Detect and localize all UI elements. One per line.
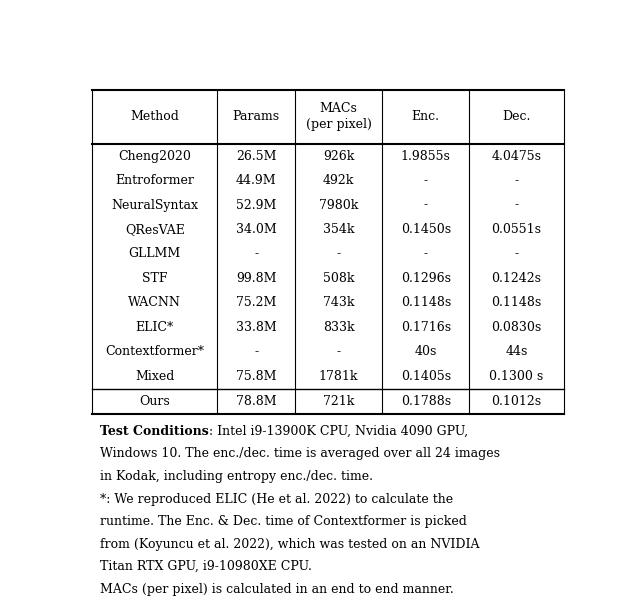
Text: 833k: 833k: [323, 321, 355, 334]
Text: -: -: [424, 247, 428, 260]
Text: 0.1242s: 0.1242s: [492, 272, 541, 285]
Text: Titan RTX GPU, i9-10980XE CPU.: Titan RTX GPU, i9-10980XE CPU.: [100, 560, 312, 573]
Text: 0.1148s: 0.1148s: [492, 296, 541, 309]
Text: 26.5M: 26.5M: [236, 150, 276, 163]
Text: Contextformer*: Contextformer*: [106, 345, 204, 358]
Text: in Kodak, including entropy enc./dec. time.: in Kodak, including entropy enc./dec. ti…: [100, 470, 373, 483]
Text: Ours: Ours: [140, 395, 170, 408]
Text: 354k: 354k: [323, 223, 355, 236]
Text: 0.1012s: 0.1012s: [492, 395, 541, 408]
Text: 0.1148s: 0.1148s: [401, 296, 451, 309]
Text: Windows 10. The enc./dec. time is averaged over all 24 images: Windows 10. The enc./dec. time is averag…: [100, 447, 500, 460]
Text: ELIC*: ELIC*: [136, 321, 174, 334]
Text: GLLMM: GLLMM: [129, 247, 181, 260]
Text: -: -: [424, 174, 428, 187]
Text: -: -: [254, 345, 258, 358]
Text: -: -: [424, 199, 428, 211]
Text: Method: Method: [131, 111, 179, 123]
Text: 0.1788s: 0.1788s: [401, 395, 451, 408]
Text: runtime. The Enc. & Dec. time of Contextformer is picked: runtime. The Enc. & Dec. time of Context…: [100, 515, 467, 528]
Text: 0.1405s: 0.1405s: [401, 370, 451, 383]
Text: Entroformer: Entroformer: [115, 174, 195, 187]
Text: NeuralSyntax: NeuralSyntax: [111, 199, 198, 211]
Text: 52.9M: 52.9M: [236, 199, 276, 211]
Text: Enc.: Enc.: [412, 111, 440, 123]
Text: Test Conditions: Test Conditions: [100, 425, 209, 437]
Text: 4.0475s: 4.0475s: [492, 150, 541, 163]
Text: QResVAE: QResVAE: [125, 223, 185, 236]
Text: 75.2M: 75.2M: [236, 296, 276, 309]
Text: MACs
(per pixel): MACs (per pixel): [306, 102, 372, 131]
Text: 44s: 44s: [506, 345, 527, 358]
Text: 743k: 743k: [323, 296, 355, 309]
Text: -: -: [515, 174, 518, 187]
Text: 78.8M: 78.8M: [236, 395, 276, 408]
Text: 0.1450s: 0.1450s: [401, 223, 451, 236]
Text: Mixed: Mixed: [135, 370, 175, 383]
Text: 34.0M: 34.0M: [236, 223, 276, 236]
Text: 508k: 508k: [323, 272, 355, 285]
Text: -: -: [337, 247, 340, 260]
Text: Cheng2020: Cheng2020: [118, 150, 191, 163]
Text: 0.1296s: 0.1296s: [401, 272, 451, 285]
Text: 0.1300 s: 0.1300 s: [490, 370, 543, 383]
Text: 99.8M: 99.8M: [236, 272, 276, 285]
Text: 492k: 492k: [323, 174, 355, 187]
Text: Dec.: Dec.: [502, 111, 531, 123]
Text: -: -: [515, 247, 518, 260]
Text: from (Koyuncu et al. 2022), which was tested on an NVIDIA: from (Koyuncu et al. 2022), which was te…: [100, 538, 479, 551]
Text: 0.1716s: 0.1716s: [401, 321, 451, 334]
Text: 1781k: 1781k: [319, 370, 358, 383]
Text: 926k: 926k: [323, 150, 355, 163]
Text: -: -: [254, 247, 258, 260]
Text: 0.0551s: 0.0551s: [492, 223, 541, 236]
Text: 40s: 40s: [415, 345, 437, 358]
Text: 0.0830s: 0.0830s: [492, 321, 541, 334]
Text: -: -: [337, 345, 340, 358]
Text: 7980k: 7980k: [319, 199, 358, 211]
Text: 75.8M: 75.8M: [236, 370, 276, 383]
Text: WACNN: WACNN: [129, 296, 181, 309]
Text: *: We reproduced ELIC (He et al. 2022) to calculate the: *: We reproduced ELIC (He et al. 2022) t…: [100, 492, 453, 505]
Text: MACs (per pixel) is calculated in an end to end manner.: MACs (per pixel) is calculated in an end…: [100, 583, 454, 596]
Text: : Intel i9-13900K CPU, Nvidia 4090 GPU,: : Intel i9-13900K CPU, Nvidia 4090 GPU,: [209, 425, 468, 437]
Text: 44.9M: 44.9M: [236, 174, 276, 187]
Text: 1.9855s: 1.9855s: [401, 150, 451, 163]
Text: Params: Params: [232, 111, 280, 123]
Text: STF: STF: [142, 272, 168, 285]
Text: 33.8M: 33.8M: [236, 321, 276, 334]
Text: -: -: [515, 199, 518, 211]
Text: 721k: 721k: [323, 395, 355, 408]
